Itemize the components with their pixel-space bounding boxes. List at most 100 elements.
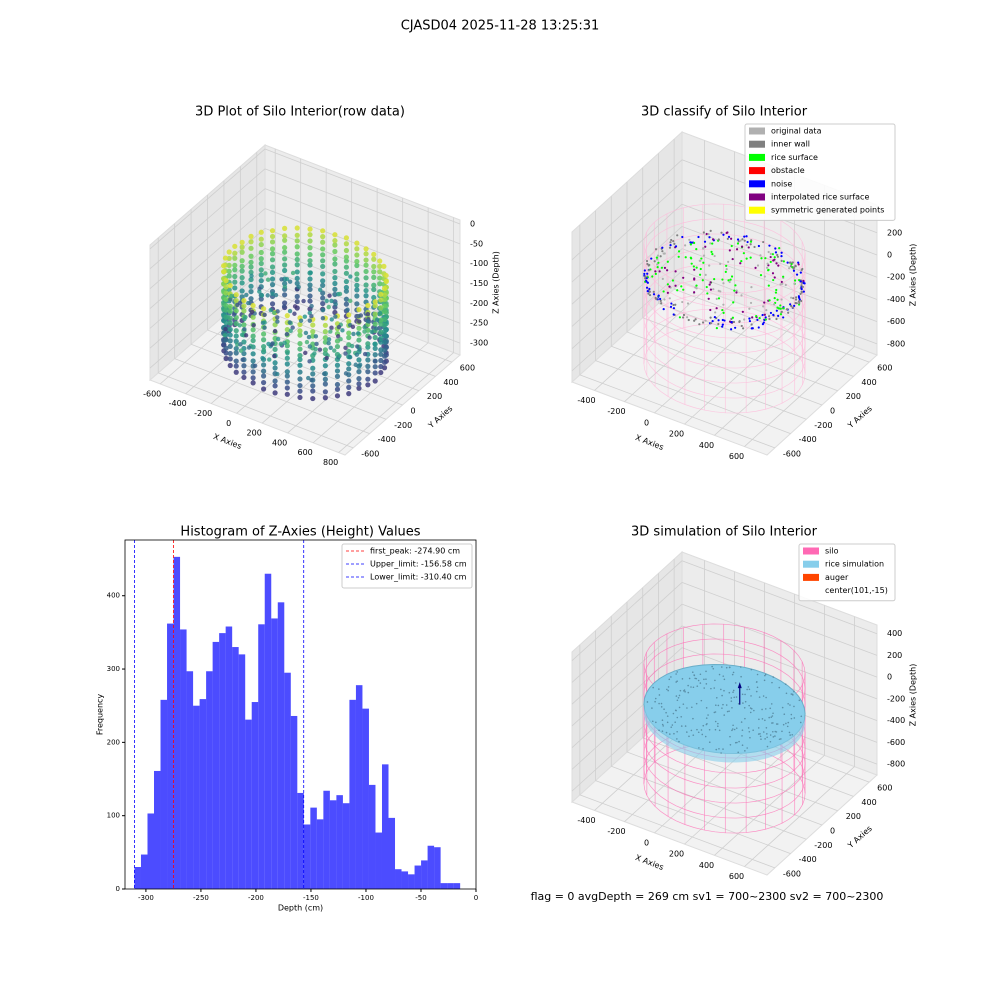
y-grid-line — [595, 360, 791, 434]
point — [354, 301, 360, 307]
bar — [258, 624, 265, 889]
point — [758, 317, 761, 320]
plot-frame — [124, 539, 477, 890]
point — [669, 244, 672, 247]
point — [728, 710, 730, 713]
y-grid-line — [256, 286, 452, 363]
point — [227, 332, 233, 338]
point — [297, 356, 303, 363]
point — [250, 369, 256, 375]
point — [798, 301, 801, 305]
point — [735, 248, 739, 251]
point — [307, 282, 313, 288]
point — [672, 313, 675, 316]
x-tick-label: -200 — [194, 409, 212, 418]
point — [320, 282, 326, 288]
point — [241, 303, 247, 309]
point — [223, 284, 229, 290]
bar — [349, 699, 356, 889]
point — [363, 251, 369, 257]
point — [332, 248, 338, 255]
point — [757, 733, 760, 735]
point — [767, 315, 771, 318]
point — [309, 377, 314, 383]
point — [725, 666, 728, 669]
point — [322, 395, 328, 401]
point — [779, 307, 782, 310]
point — [328, 329, 333, 334]
bar — [414, 865, 422, 889]
point — [781, 282, 784, 285]
point — [711, 320, 714, 323]
point — [326, 337, 332, 342]
point — [752, 729, 754, 732]
point — [687, 684, 689, 687]
point — [678, 740, 680, 743]
point — [383, 278, 389, 285]
point — [794, 301, 797, 305]
point — [748, 730, 751, 733]
point — [297, 369, 303, 375]
y-tick-label: 600 — [877, 784, 892, 793]
point — [661, 250, 664, 253]
bar — [336, 795, 343, 889]
point — [310, 395, 316, 402]
point — [737, 240, 740, 243]
point — [306, 375, 311, 381]
z-tick-label: -600 — [887, 317, 905, 326]
point — [675, 673, 677, 675]
z-grid-line — [264, 168, 461, 245]
point — [239, 244, 245, 250]
point — [706, 723, 708, 725]
point — [740, 721, 743, 723]
point — [760, 257, 763, 260]
point — [651, 720, 654, 723]
point — [801, 267, 804, 271]
point — [674, 303, 677, 306]
y-tick-label: 400 — [861, 378, 876, 387]
point — [233, 328, 239, 334]
y-tick-label: 300 — [107, 665, 120, 673]
point — [258, 236, 264, 242]
y-tick-label: -400 — [378, 435, 396, 444]
point — [328, 345, 333, 351]
point — [655, 256, 659, 259]
bar — [219, 633, 226, 889]
point — [713, 316, 716, 319]
point — [365, 302, 371, 309]
point — [782, 316, 785, 319]
point — [709, 316, 712, 319]
point — [372, 321, 378, 327]
point — [297, 362, 303, 368]
point — [786, 725, 789, 728]
point — [692, 717, 694, 720]
point — [746, 240, 749, 244]
point — [692, 734, 695, 736]
bar — [323, 790, 330, 889]
point — [724, 270, 727, 273]
point — [711, 253, 714, 256]
z-grid-line — [149, 168, 266, 270]
z-grid-line — [264, 188, 461, 265]
point — [310, 383, 316, 389]
point — [703, 678, 705, 681]
point — [354, 271, 360, 277]
point — [772, 736, 775, 738]
point — [222, 333, 227, 338]
point — [717, 725, 719, 728]
point — [362, 329, 367, 334]
point — [223, 290, 229, 296]
point — [750, 695, 752, 697]
point — [284, 355, 290, 361]
point — [258, 278, 264, 284]
z-axis-label: Z Axies (Depth) — [909, 664, 918, 727]
point — [353, 362, 358, 367]
point — [258, 260, 264, 267]
point — [739, 666, 742, 668]
point — [372, 303, 378, 309]
point — [764, 738, 766, 740]
point — [769, 255, 772, 259]
point — [683, 690, 685, 692]
legend-label: auger — [825, 573, 849, 582]
z-grid-line — [571, 647, 683, 748]
